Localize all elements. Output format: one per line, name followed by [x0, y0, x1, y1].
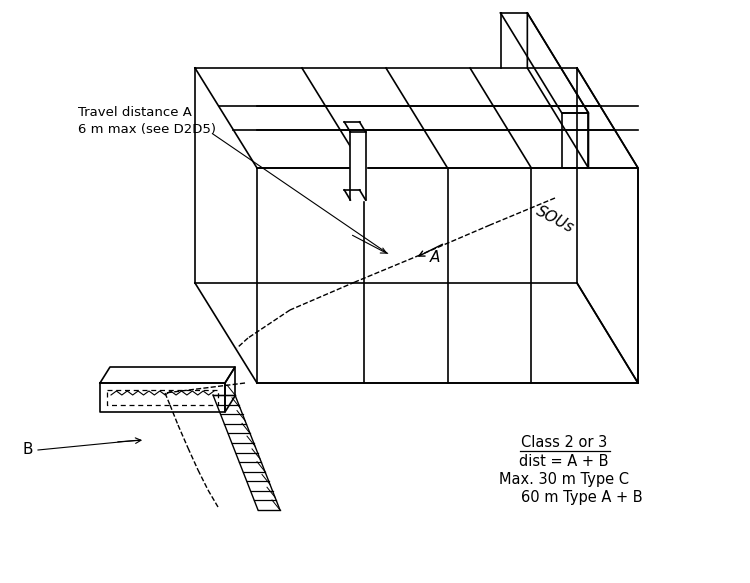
Text: B: B — [22, 442, 33, 458]
Text: SOUs: SOUs — [533, 204, 577, 236]
Polygon shape — [577, 68, 638, 383]
Text: Travel distance A: Travel distance A — [78, 106, 192, 118]
Text: dist = A + B: dist = A + B — [519, 454, 609, 469]
Polygon shape — [500, 13, 589, 113]
Text: A: A — [430, 251, 440, 265]
Polygon shape — [562, 113, 589, 168]
Polygon shape — [527, 13, 589, 168]
Polygon shape — [225, 367, 235, 412]
Text: 6 m max (see D2D5): 6 m max (see D2D5) — [78, 124, 216, 136]
Polygon shape — [100, 367, 235, 383]
Text: Max. 30 m Type C: Max. 30 m Type C — [499, 472, 629, 487]
Text: Class 2 or 3: Class 2 or 3 — [520, 435, 608, 450]
Polygon shape — [195, 68, 638, 168]
Polygon shape — [100, 383, 225, 412]
Polygon shape — [257, 168, 638, 383]
Text: 60 m Type A + B: 60 m Type A + B — [521, 490, 643, 505]
Polygon shape — [350, 132, 365, 200]
